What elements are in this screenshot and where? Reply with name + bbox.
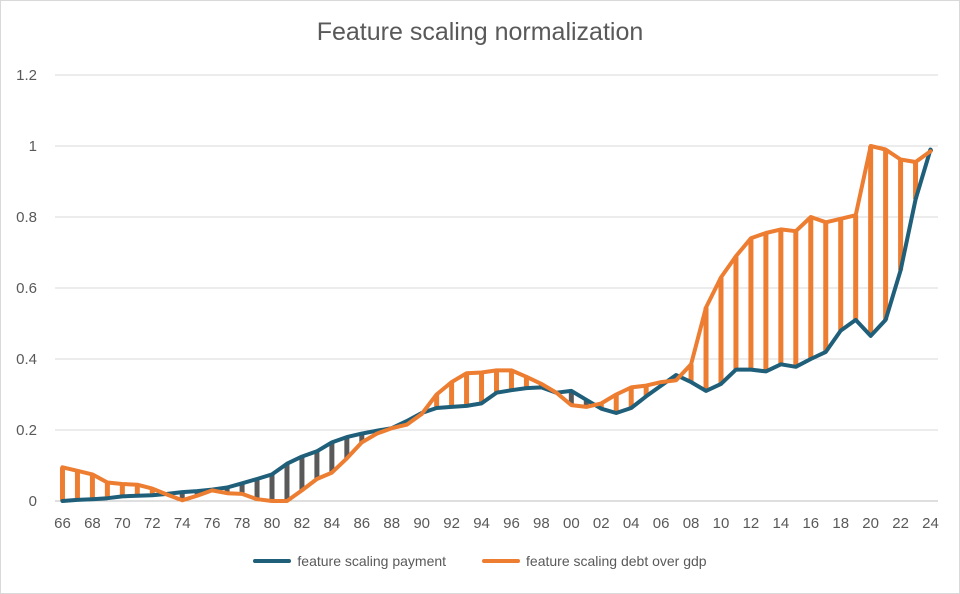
legend-swatch-debt <box>482 559 521 563</box>
y-tick-label: 0.6 <box>16 280 37 297</box>
chart-legend: feature scaling payment feature scaling … <box>0 553 960 569</box>
legend-item-debt: feature scaling debt over gdp <box>482 553 707 569</box>
x-tick-label: 04 <box>623 515 640 532</box>
x-tick-label: 90 <box>413 515 430 532</box>
x-tick-label: 00 <box>563 515 580 532</box>
x-tick-label: 66 <box>54 515 71 532</box>
y-tick-label: 0.2 <box>16 422 37 439</box>
x-tick-label: 72 <box>144 515 161 532</box>
legend-label-payment: feature scaling payment <box>297 553 447 569</box>
x-tick-label: 68 <box>84 515 101 532</box>
y-tick-label: 1 <box>29 138 37 155</box>
x-tick-label: 12 <box>743 515 760 532</box>
x-tick-label: 78 <box>234 515 251 532</box>
x-tick-label: 24 <box>922 515 939 532</box>
x-tick-label: 02 <box>593 515 610 532</box>
x-tick-label: 88 <box>383 515 400 532</box>
legend-item-payment: feature scaling payment <box>253 553 446 569</box>
x-tick-label: 82 <box>294 515 311 532</box>
legend-swatch-payment <box>253 559 292 563</box>
series-line-debt <box>60 144 933 503</box>
y-tick-label: 0.8 <box>16 209 37 226</box>
x-tick-label: 70 <box>114 515 131 532</box>
x-tick-label: 10 <box>713 515 730 532</box>
x-tick-label: 74 <box>174 515 191 532</box>
x-tick-label: 14 <box>773 515 790 532</box>
chart-title: Feature scaling normalization <box>316 18 644 46</box>
y-tick-label: 0 <box>29 493 37 510</box>
x-tick-label: 18 <box>832 515 849 532</box>
x-tick-label: 22 <box>892 515 909 532</box>
x-tick-label: 20 <box>862 515 879 532</box>
x-tick-label: 86 <box>353 515 370 532</box>
series-line-payment <box>60 147 933 503</box>
x-tick-label: 96 <box>503 515 520 532</box>
x-tick-label: 06 <box>653 515 670 532</box>
x-tick-label: 80 <box>264 515 281 532</box>
x-tick-label: 76 <box>204 515 221 532</box>
y-tick-label: 0.4 <box>16 351 37 368</box>
x-tick-label: 94 <box>473 515 490 532</box>
legend-label-debt: feature scaling debt over gdp <box>526 553 707 569</box>
x-tick-label: 98 <box>533 515 550 532</box>
x-tick-label: 08 <box>683 515 700 532</box>
x-tick-label: 84 <box>324 515 341 532</box>
y-tick-label: 1.2 <box>16 67 37 84</box>
x-tick-label: 16 <box>802 515 819 532</box>
x-tick-label: 92 <box>443 515 460 532</box>
